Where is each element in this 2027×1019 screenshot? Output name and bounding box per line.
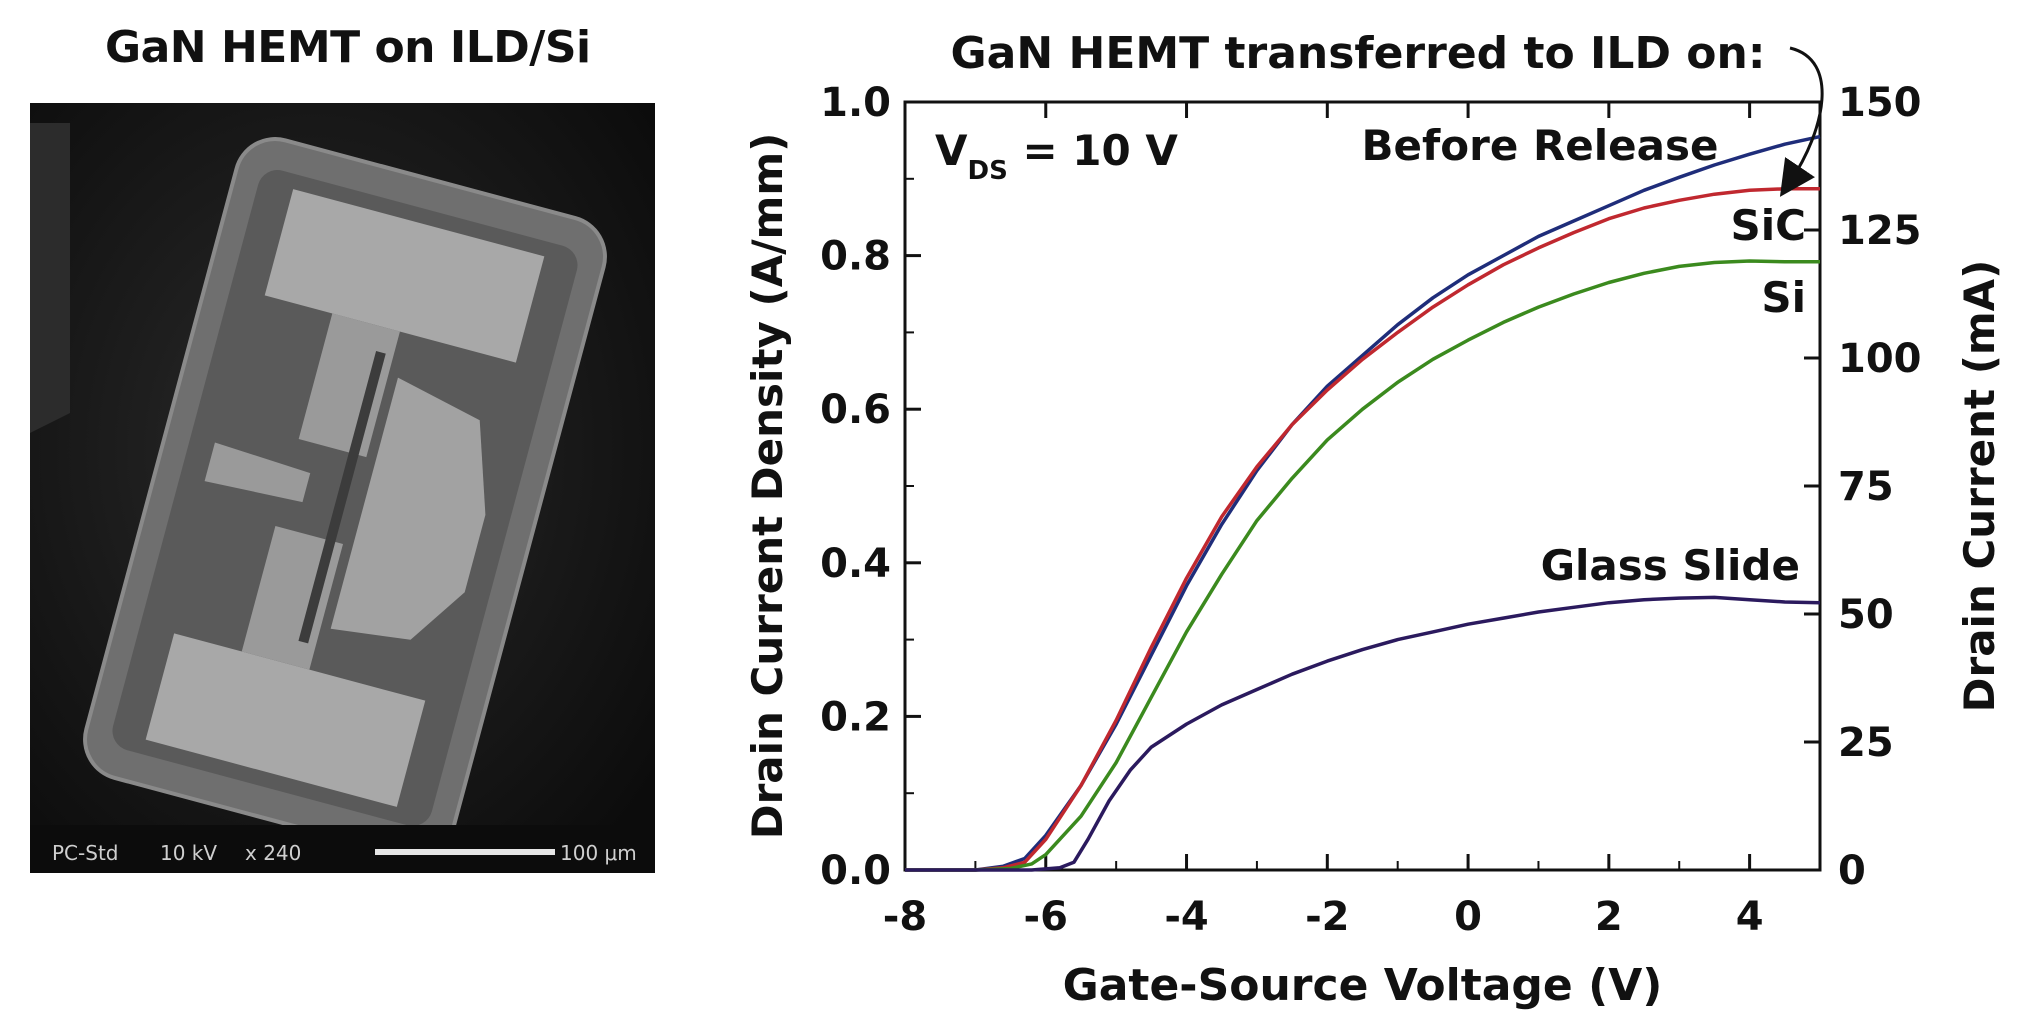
plot-frame — [903, 100, 1822, 872]
x-tick-label: 0 — [1454, 894, 1482, 940]
y-tick-label: 0.2 — [820, 694, 891, 740]
x-tick-label: -8 — [883, 894, 927, 940]
series-line-glass-slide — [905, 595, 1821, 872]
x-axis-title: Gate-Source Voltage (V) — [1063, 960, 1663, 1011]
y2-tick-label: 0 — [1838, 848, 1866, 894]
x-tick-label: -6 — [1024, 894, 1068, 940]
sem-voltage: 10 kV — [160, 841, 217, 865]
vds-annotation: VDS = 10 V — [935, 126, 1178, 186]
y2-tick-label: 100 — [1838, 336, 1922, 382]
y-tick-label: 0.0 — [820, 848, 891, 894]
callout-arrow — [1779, 46, 1824, 197]
y2-tick-label: 50 — [1838, 592, 1894, 638]
y2-tick-label: 25 — [1838, 720, 1894, 766]
sem-scale-label: 100 μm — [560, 841, 637, 865]
x-tick-label: -2 — [1305, 894, 1349, 940]
x-tick-label: 2 — [1595, 894, 1623, 940]
series-label-sic: SiC — [1731, 201, 1806, 250]
series-label-glass-slide: Glass Slide — [1541, 541, 1800, 590]
sem-micrograph: PC-Std 10 kV x 240 100 μm — [30, 103, 655, 873]
series-line-before-release — [905, 134, 1821, 872]
series-label-si: Si — [1761, 273, 1806, 322]
y-tick-label: 0.4 — [820, 541, 891, 587]
x-tick-label: -4 — [1164, 894, 1208, 940]
left-panel-title: GaN HEMT on ILD/Si — [105, 22, 591, 73]
sem-magnification: x 240 — [245, 841, 301, 865]
y-tick-label: 0.8 — [820, 234, 891, 280]
y2-tick-label: 150 — [1838, 80, 1922, 126]
y-axis-title: Drain Current Density (A/mm) — [743, 133, 792, 840]
y2-tick-label: 125 — [1838, 208, 1922, 254]
y2-axis-title: Drain Current (mA) — [1955, 260, 2004, 713]
series-label-before-release: Before Release — [1362, 121, 1719, 170]
chart-title: GaN HEMT transferred to ILD on: — [951, 28, 1766, 79]
y-tick-label: 1.0 — [820, 80, 891, 126]
y2-tick-label: 75 — [1838, 464, 1894, 510]
sem-detector: PC-Std — [52, 841, 118, 865]
series-line-si — [905, 259, 1820, 872]
y-tick-label: 0.6 — [820, 387, 891, 433]
x-tick-label: 4 — [1736, 894, 1764, 940]
sem-scale-bar — [375, 849, 555, 855]
series-line-sic — [905, 187, 1820, 872]
